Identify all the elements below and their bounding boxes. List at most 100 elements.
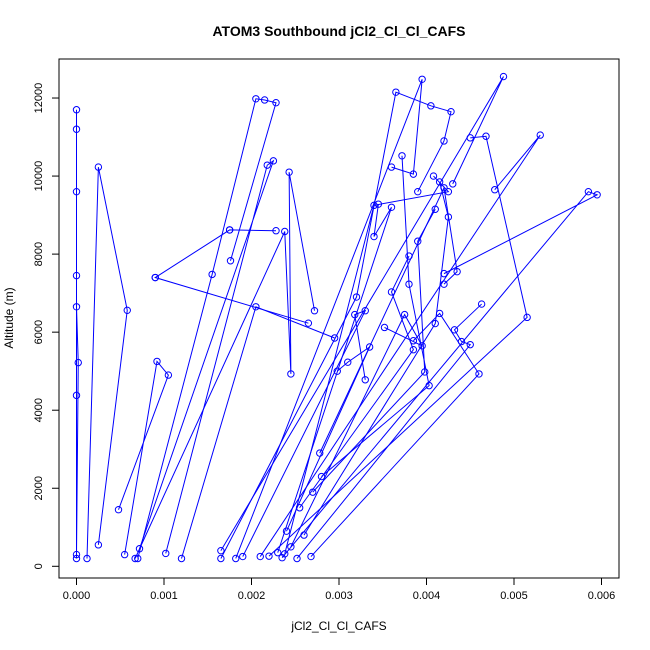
data-point [94, 163, 103, 171]
data-point [523, 313, 531, 322]
y-tick-label: 4000 [33, 398, 45, 422]
data-point [499, 72, 508, 81]
data-point [134, 554, 142, 563]
data-point [226, 257, 235, 265]
data-point [217, 554, 225, 563]
series-line [303, 181, 449, 536]
series-line [299, 255, 414, 509]
chart-title: ATOM3 Southbound jCl2_Cl_Cl_CAFS [212, 23, 465, 39]
series-line [220, 91, 452, 559]
series-group [134, 95, 280, 563]
series-group [177, 303, 339, 563]
data-point [482, 132, 490, 140]
data-point [281, 550, 289, 558]
data-point [274, 548, 282, 557]
data-point [440, 269, 448, 278]
data-point [217, 546, 225, 555]
data-point [387, 163, 396, 171]
data-point [409, 170, 418, 178]
series-line [137, 98, 277, 559]
data-point [83, 554, 91, 563]
series-line [286, 345, 371, 532]
data-point [447, 107, 455, 116]
x-tick-label: 0.004 [413, 590, 441, 602]
data-point [72, 271, 81, 280]
y-axis-label: Altitude (m) [2, 287, 16, 348]
data-point [431, 319, 439, 328]
data-point [449, 180, 457, 188]
x-axis-label: jCl2_Cl_Cl_CAFS [290, 619, 386, 633]
series-line [118, 360, 169, 555]
data-point [400, 310, 409, 319]
series-line [242, 309, 367, 557]
series-group [114, 357, 173, 559]
data-point [263, 161, 271, 169]
plot-frame [58, 58, 620, 579]
x-tick-label: 0.000 [63, 590, 91, 602]
data-point [225, 226, 234, 234]
data-point [466, 340, 474, 349]
data-point [252, 95, 260, 103]
data-point [477, 300, 486, 308]
series-group [83, 163, 131, 563]
y-axis: 0 2000 4000 6000 8000 10000 12000 [33, 83, 60, 569]
series-line [76, 109, 79, 559]
series-group [307, 309, 483, 561]
data-point [72, 391, 81, 400]
data-point [120, 550, 129, 559]
data-point [72, 125, 81, 133]
data-point [536, 131, 544, 139]
series-group [239, 307, 369, 561]
data-point [453, 267, 461, 276]
data-point [361, 307, 369, 315]
data-point [265, 552, 273, 560]
data-point [440, 280, 448, 288]
data-point [316, 449, 324, 457]
data-point [164, 371, 173, 379]
data-point [151, 273, 159, 282]
series-line [268, 135, 528, 557]
data-point [427, 102, 435, 110]
data-point [287, 370, 295, 378]
data-point [584, 187, 593, 196]
data-point [293, 554, 301, 563]
data-point [252, 303, 260, 311]
data-point [435, 178, 444, 186]
data-point [114, 506, 123, 514]
data-point [269, 157, 278, 165]
series-group [72, 106, 82, 563]
series-line [277, 204, 392, 553]
data-point [131, 554, 139, 563]
series-line [154, 229, 309, 324]
data-point [392, 88, 400, 96]
series-line [139, 159, 275, 554]
data-point [285, 168, 293, 176]
data-point [272, 99, 280, 107]
series-line [235, 79, 423, 559]
data-point [278, 554, 286, 562]
series-line [281, 191, 599, 559]
x-tick-label: 0.002 [238, 590, 266, 602]
series-line [310, 312, 480, 557]
data-point [123, 306, 131, 315]
data-point [232, 554, 240, 563]
series-line [220, 76, 504, 551]
data-point [370, 232, 378, 241]
series-group [278, 187, 601, 562]
x-tick-label: 0.001 [150, 590, 178, 602]
series-line [290, 313, 424, 548]
series-group [131, 168, 319, 563]
series-group [217, 72, 508, 555]
data-point [300, 531, 308, 539]
data-point [94, 541, 103, 549]
data-point [370, 201, 378, 210]
y-tick-label: 12000 [33, 83, 45, 114]
data-point [239, 552, 247, 561]
data-point [282, 527, 291, 535]
data-point [444, 187, 453, 196]
data-point [351, 310, 359, 319]
series-line [181, 306, 335, 559]
data-point [365, 343, 374, 351]
y-tick-label: 2000 [33, 476, 45, 500]
series-group [256, 131, 544, 561]
